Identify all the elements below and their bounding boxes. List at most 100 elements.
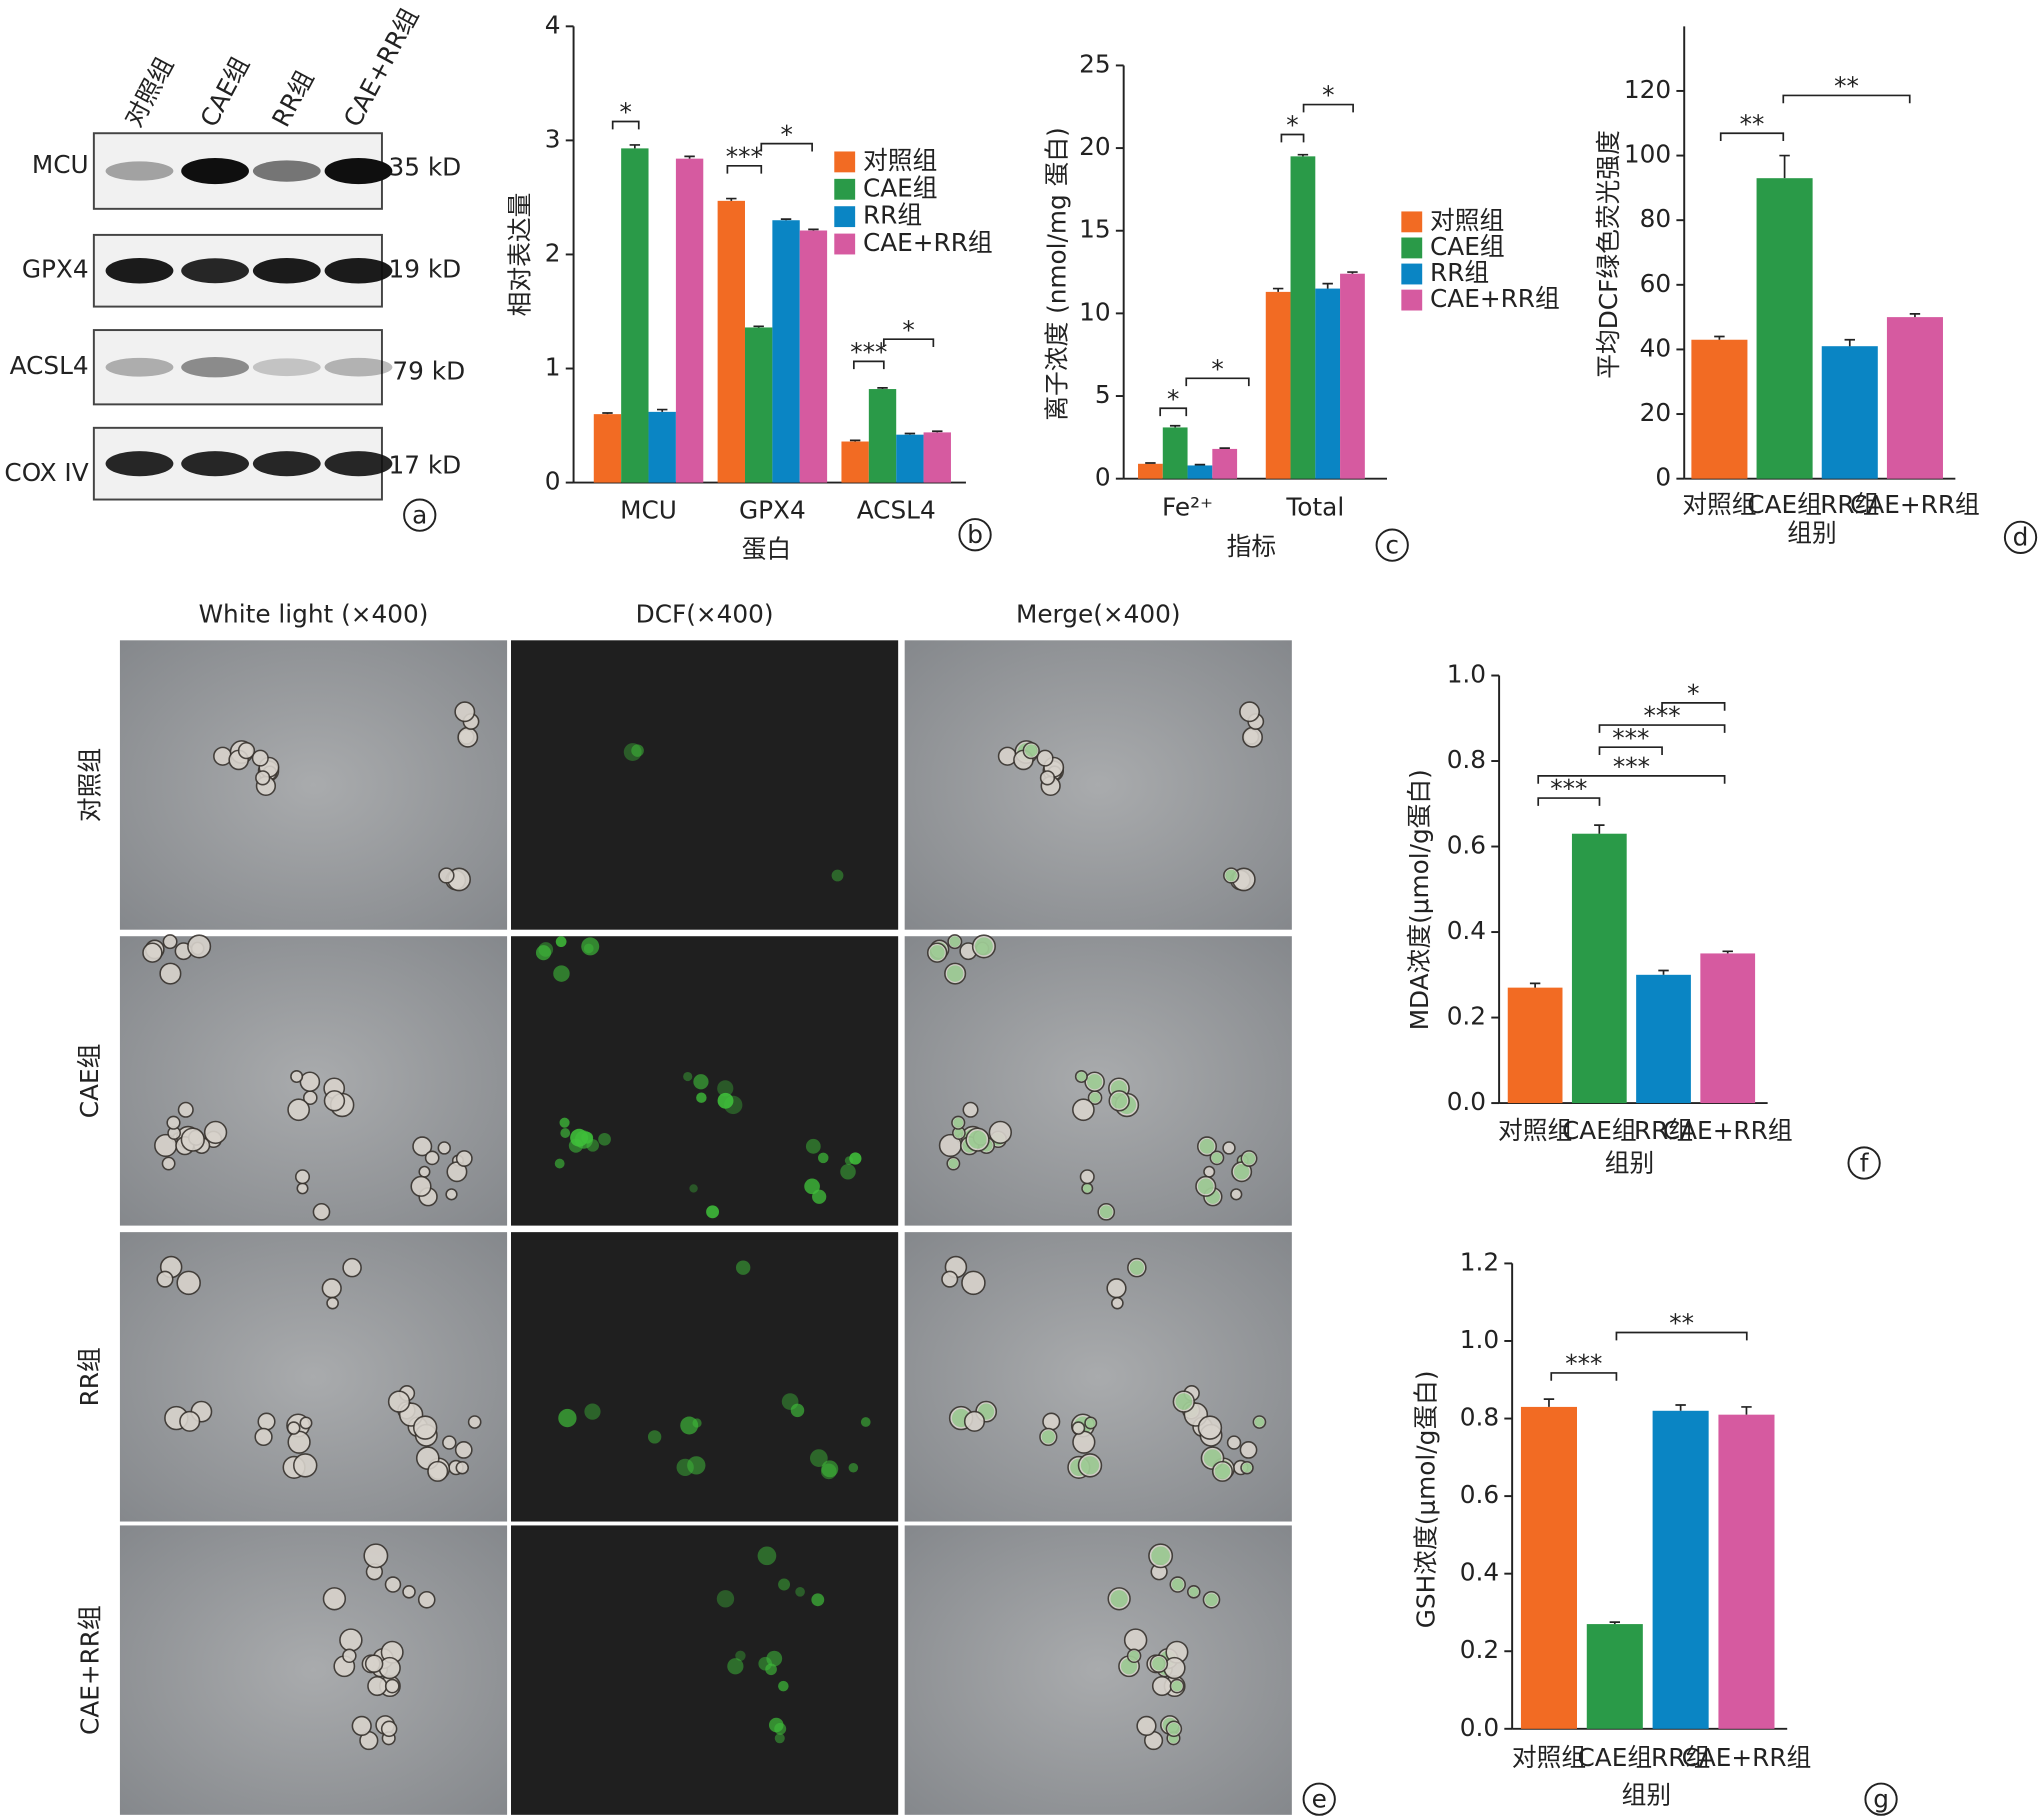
legend-swatch — [834, 178, 856, 200]
bar — [1290, 156, 1316, 479]
fluorescent-cell — [706, 1205, 720, 1219]
y-tick-label: 0.0 — [1460, 1713, 1499, 1742]
bar — [1652, 1410, 1709, 1729]
blot-band — [324, 157, 393, 185]
cell — [455, 1460, 470, 1475]
error-bar — [1169, 424, 1181, 428]
fluorescent-cell — [1233, 1164, 1250, 1180]
x-tick-label: CAE组 — [1747, 490, 1822, 519]
fluorescent-cell — [735, 1650, 746, 1661]
fluorescent-cell — [848, 1462, 859, 1473]
blot-band — [181, 157, 249, 185]
fluorescent-cell — [1205, 1593, 1218, 1607]
cell — [965, 1127, 990, 1152]
significance-label: * — [781, 120, 793, 149]
bar — [621, 148, 649, 483]
cell — [321, 1278, 342, 1299]
blot-band — [252, 358, 321, 377]
error-bar — [780, 218, 792, 221]
x-tick-label: 对照组 — [1498, 1116, 1572, 1145]
fluorescent-cell — [778, 1578, 791, 1591]
significance-bracket — [1537, 797, 1601, 806]
significance-bracket — [1159, 407, 1188, 417]
cell — [1079, 1169, 1095, 1185]
fluorescent-cell — [790, 1403, 805, 1418]
y-tick-label: 120 — [1624, 75, 1671, 104]
fluorescent-cell — [1128, 1650, 1140, 1661]
bar — [1138, 463, 1163, 479]
error-bar — [1219, 447, 1230, 449]
cell — [410, 1175, 432, 1197]
x-axis-label: 组别 — [1787, 519, 1837, 548]
cell — [467, 1415, 482, 1429]
fluorescent-cell — [804, 1178, 820, 1195]
x-axis-label: 指标 — [1227, 532, 1277, 561]
fluorescent-cell — [1211, 1152, 1223, 1164]
cell — [1072, 1098, 1095, 1122]
fluorescent-cell — [692, 1418, 702, 1428]
cell — [944, 962, 967, 985]
cell — [161, 1156, 176, 1171]
cell — [367, 1675, 388, 1697]
significance-label: *** — [1643, 701, 1680, 730]
y-tick-label: 0 — [545, 467, 561, 496]
y-tick-label: 4 — [545, 10, 561, 39]
fluorescent-cell — [1151, 1546, 1170, 1566]
blot-frame — [92, 329, 383, 406]
error-bar — [753, 325, 764, 328]
blot-band — [252, 160, 321, 182]
fluorescent-cell — [953, 1117, 964, 1128]
error-bar — [1658, 969, 1669, 975]
cell — [1072, 1430, 1096, 1454]
x-tick-label: CAE组 — [1562, 1116, 1637, 1145]
cell — [1036, 749, 1054, 767]
legend-label: CAE+RR组 — [1430, 284, 1560, 313]
column-title: Merge(×400) — [1016, 600, 1181, 629]
y-tick-label: 1 — [545, 353, 561, 382]
blot-band — [324, 257, 393, 284]
blot-band — [105, 451, 174, 477]
cell — [1148, 1543, 1174, 1569]
protein-label: ACSL4 — [10, 351, 89, 380]
fluorescent-cell — [1111, 1092, 1128, 1109]
panel-circle — [403, 498, 437, 532]
cell — [1197, 1415, 1223, 1440]
bar — [896, 434, 924, 483]
bar — [1212, 448, 1238, 479]
cell — [1223, 867, 1240, 884]
fluorescent-cell — [535, 945, 552, 961]
y-tick-label: 60 — [1640, 269, 1672, 298]
cell — [442, 1435, 457, 1450]
cell — [1196, 1136, 1218, 1157]
size-label: 19 kD — [388, 255, 461, 284]
cell — [988, 1120, 1013, 1145]
significance-label: * — [1286, 111, 1298, 140]
significance-label: ** — [1669, 1309, 1694, 1338]
cell — [1108, 1090, 1130, 1112]
fluorescent-cell — [849, 1152, 862, 1165]
y-tick-label: 0.8 — [1447, 745, 1486, 774]
fluorescent-cell — [1214, 1463, 1231, 1480]
x-tick-label: RR组 — [1820, 490, 1879, 519]
cell — [1151, 1675, 1173, 1697]
bar — [1756, 178, 1813, 479]
y-tick-label: 0.4 — [1460, 1558, 1499, 1587]
row-label: CAE组 — [75, 1044, 104, 1119]
error-bar — [1347, 271, 1358, 274]
fluorescent-cell — [1175, 1393, 1193, 1410]
bar — [1520, 1406, 1577, 1729]
panel-circle — [1847, 1146, 1881, 1180]
cell — [427, 1460, 449, 1482]
fluorescent-cell — [781, 1393, 799, 1410]
x-tick-label: CAE+RR组 — [1682, 1743, 1812, 1772]
cell — [1202, 1590, 1221, 1609]
bar — [923, 432, 951, 483]
bar — [1886, 317, 1943, 479]
cell — [445, 1188, 458, 1201]
y-axis-label: 相对表达量 — [505, 193, 534, 317]
fluorescent-cell — [1242, 1462, 1252, 1473]
y-tick-label: 10 — [1079, 297, 1111, 326]
cell — [339, 1628, 363, 1652]
column-title: DCF(×400) — [636, 600, 774, 629]
significance-label: ** — [1740, 109, 1765, 138]
